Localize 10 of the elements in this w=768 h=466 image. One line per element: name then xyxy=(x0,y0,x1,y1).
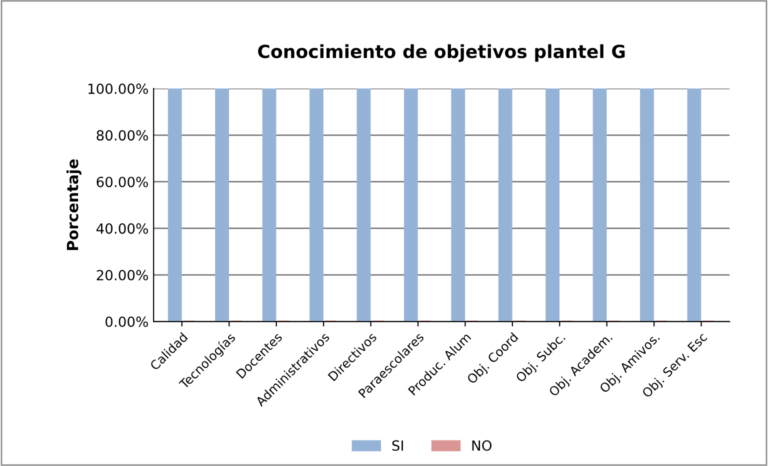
y-tick-label: 20.00% xyxy=(96,270,148,280)
y-axis-title: Porcentaje xyxy=(66,159,82,250)
y-tick-label: 100.00% xyxy=(88,84,148,94)
y-tick-label: 40.00% xyxy=(96,223,148,234)
y-tick-label: 0.00% xyxy=(106,316,148,328)
y-tick-label: 80.00% xyxy=(96,130,148,141)
chart-title: Conocimiento de objetivos plantel G xyxy=(258,44,625,62)
legend-label: SI xyxy=(392,440,403,451)
legend-label: NO xyxy=(472,440,492,451)
y-tick-label: 60.00% xyxy=(96,176,148,188)
